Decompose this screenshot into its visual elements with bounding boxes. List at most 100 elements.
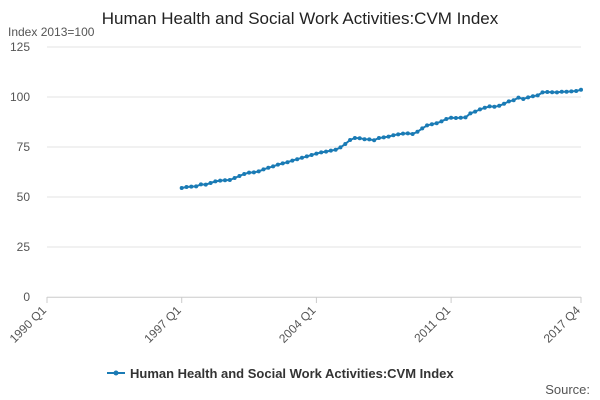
data-point xyxy=(401,131,405,136)
data-point xyxy=(208,181,213,185)
data-point xyxy=(290,158,295,163)
data-point xyxy=(227,178,232,182)
data-point xyxy=(439,119,444,124)
series-line xyxy=(181,88,582,189)
data-point xyxy=(477,107,482,112)
data-point xyxy=(247,170,252,175)
data-point xyxy=(328,148,333,153)
data-point xyxy=(386,134,391,139)
data-point xyxy=(223,178,227,183)
data-point xyxy=(396,132,401,137)
data-point xyxy=(309,153,314,157)
data-point xyxy=(338,145,343,150)
source: Source: xyxy=(545,382,590,397)
chart-title: Human Health and Social Work Activities:… xyxy=(102,9,499,28)
data-point xyxy=(502,101,507,106)
data-point xyxy=(179,186,184,190)
data-point xyxy=(453,116,458,120)
y-tick-label: 25 xyxy=(17,240,31,254)
data-point xyxy=(304,154,309,159)
data-point xyxy=(405,131,410,136)
data-point xyxy=(521,97,526,101)
data-point xyxy=(511,98,516,103)
data-point xyxy=(535,93,540,98)
data-point xyxy=(487,104,492,109)
data-point xyxy=(468,111,473,116)
legend-marker xyxy=(113,370,119,376)
x-tick-label: 1997 Q1 xyxy=(141,303,184,346)
data-point xyxy=(410,132,415,136)
data-point xyxy=(559,89,564,94)
data-point xyxy=(333,147,338,152)
data-point xyxy=(362,137,367,142)
y-tick-label: 100 xyxy=(10,90,30,104)
data-point xyxy=(530,94,535,99)
x-tick-label: 2004 Q1 xyxy=(276,303,319,346)
data-point xyxy=(449,115,454,120)
y-tick-label: 125 xyxy=(10,40,30,54)
data-point xyxy=(261,167,266,172)
x-tick-label: 2017 Q4 xyxy=(541,303,584,346)
data-point xyxy=(242,172,247,176)
data-point xyxy=(372,138,377,143)
data-point xyxy=(314,151,319,156)
data-point xyxy=(343,142,348,146)
data-point xyxy=(415,129,420,134)
data-point xyxy=(564,89,569,94)
data-point xyxy=(420,126,425,131)
data-point xyxy=(444,117,449,121)
data-point xyxy=(295,157,300,162)
data-point xyxy=(367,137,372,142)
data-point xyxy=(266,165,271,170)
data-point xyxy=(237,174,242,178)
data-point xyxy=(256,169,261,174)
data-point xyxy=(434,121,439,126)
data-point xyxy=(203,182,208,187)
data-point xyxy=(554,90,559,95)
data-point xyxy=(391,133,396,138)
data-point xyxy=(526,95,531,100)
data-point xyxy=(473,109,478,114)
y-tick-label: 75 xyxy=(17,140,31,154)
data-point xyxy=(280,161,285,166)
data-point xyxy=(376,136,381,140)
data-point xyxy=(429,122,434,127)
data-point xyxy=(275,162,280,167)
data-point xyxy=(540,90,545,95)
data-point xyxy=(299,155,304,160)
data-point xyxy=(232,176,237,180)
data-point xyxy=(550,90,555,95)
y-axis-label: Index 2013=100 xyxy=(8,25,95,39)
data-point xyxy=(285,160,290,165)
data-point xyxy=(189,184,194,189)
data-point xyxy=(425,123,430,128)
data-point xyxy=(381,135,386,140)
data-point xyxy=(497,103,502,108)
data-point xyxy=(579,87,583,92)
data-point xyxy=(463,115,468,120)
data-point xyxy=(492,104,497,109)
x-tick-label: 1990 Q1 xyxy=(7,303,50,346)
data-point xyxy=(348,138,353,142)
data-point xyxy=(352,136,357,140)
y-tick-label: 50 xyxy=(17,190,31,204)
data-point xyxy=(213,179,218,184)
x-tick-label: 2011 Q1 xyxy=(411,303,453,345)
data-point xyxy=(251,170,256,175)
data-point xyxy=(319,150,324,155)
data-point xyxy=(194,184,199,189)
y-tick-label: 0 xyxy=(23,290,30,304)
data-point xyxy=(569,89,574,94)
data-point xyxy=(482,105,487,110)
data-point xyxy=(324,149,329,154)
legend-label: Human Health and Social Work Activities:… xyxy=(130,366,454,381)
data-point xyxy=(357,136,362,141)
data-point xyxy=(198,182,203,187)
data-point xyxy=(271,164,276,169)
data-point xyxy=(516,95,521,100)
data-point xyxy=(218,178,223,183)
data-point xyxy=(458,115,463,120)
data-point xyxy=(184,185,189,189)
data-point xyxy=(574,89,579,93)
